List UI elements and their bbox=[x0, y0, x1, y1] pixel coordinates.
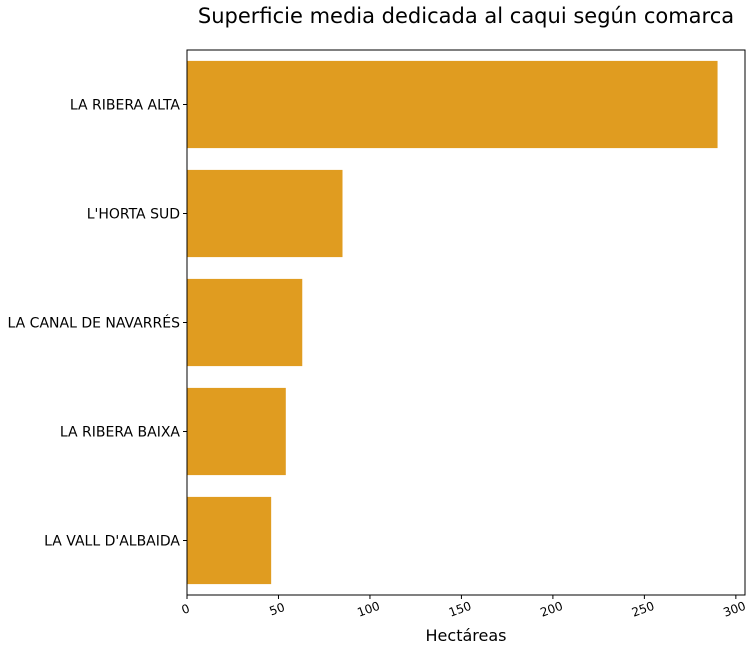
x-axis-ticks: 0 50 100 150 200 250 300 bbox=[180, 595, 748, 620]
x-tick-label: 200 bbox=[538, 599, 564, 620]
x-axis-label: Hectáreas bbox=[426, 626, 507, 645]
y-tick-label: L'HORTA SUD bbox=[87, 207, 180, 223]
x-tick-label: 100 bbox=[355, 599, 381, 620]
bar-0 bbox=[187, 60, 718, 149]
y-tick-label: LA RIBERA BAIXA bbox=[60, 425, 181, 441]
bar-4 bbox=[187, 496, 272, 585]
plot-frame bbox=[186, 49, 746, 596]
x-tick-label: 0 bbox=[180, 601, 192, 617]
bar-1 bbox=[187, 169, 343, 258]
bar-2 bbox=[187, 278, 303, 367]
y-tick-label: LA CANAL DE NAVARRÉS bbox=[8, 315, 181, 332]
y-tick-labels: LA RIBERA ALTA L'HORTA SUD LA CANAL DE NAV… bbox=[8, 98, 187, 550]
bars-group bbox=[187, 60, 718, 585]
x-tick-label: 250 bbox=[630, 599, 656, 620]
bar-3 bbox=[187, 387, 286, 476]
y-tick-label: LA RIBERA ALTA bbox=[70, 98, 181, 114]
x-tick-label: 300 bbox=[721, 599, 747, 620]
chart-title: Superficie media dedicada al caqui según… bbox=[198, 4, 734, 28]
x-tick-label: 150 bbox=[447, 599, 473, 620]
x-tick-label: 50 bbox=[268, 600, 287, 618]
y-tick-label: LA VALL D'ALBAIDA bbox=[44, 534, 180, 550]
